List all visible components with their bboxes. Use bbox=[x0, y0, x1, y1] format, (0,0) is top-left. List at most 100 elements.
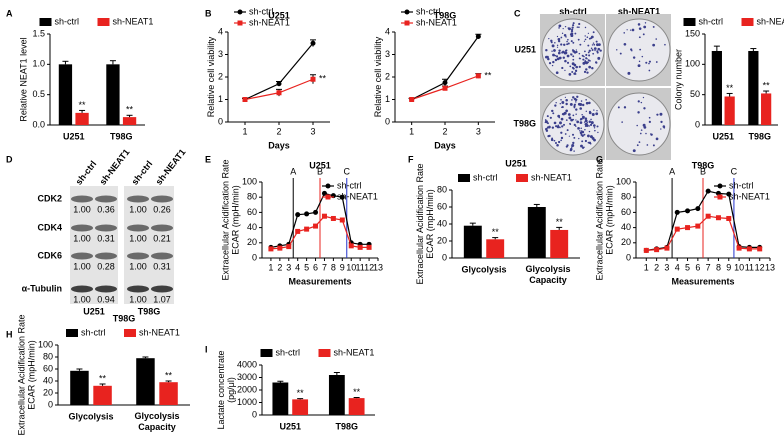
colony bbox=[581, 100, 583, 102]
colony bbox=[565, 99, 568, 102]
colony bbox=[560, 103, 561, 104]
colony bbox=[549, 62, 551, 64]
colony bbox=[585, 140, 587, 142]
lane-label: sh-NEAT1 bbox=[154, 147, 188, 187]
colony bbox=[558, 27, 560, 29]
legend-swatch bbox=[684, 18, 696, 26]
colony bbox=[653, 144, 655, 146]
colony bbox=[638, 23, 641, 26]
colony bbox=[567, 129, 569, 131]
marker bbox=[277, 246, 282, 251]
colony bbox=[573, 137, 575, 139]
band bbox=[151, 286, 173, 293]
significance: ** bbox=[126, 105, 134, 115]
colony bbox=[552, 65, 553, 66]
colony bbox=[593, 109, 594, 110]
injection-label: C bbox=[344, 166, 351, 176]
colony bbox=[597, 57, 600, 60]
band-value: 0.31 bbox=[97, 233, 115, 243]
legend-label: sh-ctrl bbox=[699, 16, 724, 26]
colony bbox=[587, 45, 589, 47]
colony bbox=[581, 140, 583, 142]
group-label: U251 bbox=[83, 306, 105, 316]
y-tick-label: 60 bbox=[437, 201, 447, 211]
injection-label: C bbox=[731, 166, 738, 176]
y-tick-label: 150 bbox=[685, 28, 700, 38]
colony bbox=[551, 137, 553, 139]
colony bbox=[596, 41, 598, 43]
band-value: 1.00 bbox=[129, 204, 147, 214]
bar bbox=[93, 386, 111, 405]
colony bbox=[584, 41, 585, 42]
colony bbox=[575, 108, 577, 110]
colony bbox=[563, 57, 565, 59]
colony bbox=[653, 26, 655, 28]
colony bbox=[585, 39, 587, 41]
colony bbox=[572, 24, 574, 26]
colony bbox=[579, 44, 581, 46]
band-value: 1.00 bbox=[73, 233, 91, 243]
colony bbox=[587, 61, 589, 63]
colony bbox=[588, 142, 590, 144]
colony bbox=[572, 96, 574, 98]
colony bbox=[565, 133, 567, 135]
band bbox=[95, 253, 117, 260]
colony bbox=[572, 62, 575, 65]
colony bbox=[550, 40, 552, 42]
colony bbox=[593, 44, 595, 46]
colony bbox=[560, 37, 562, 39]
colony bbox=[643, 26, 646, 29]
colony bbox=[621, 121, 623, 123]
y-tick-label: 4 bbox=[385, 26, 390, 36]
colony bbox=[639, 27, 642, 30]
row-label: α-Tubulin bbox=[22, 283, 62, 293]
colony bbox=[633, 56, 635, 58]
x-tick-label: 7 bbox=[706, 262, 711, 272]
colony bbox=[548, 126, 551, 129]
y-tick-label: 80 bbox=[437, 184, 447, 194]
colony bbox=[563, 44, 565, 46]
y-tick-label: 0.5 bbox=[32, 89, 45, 99]
colony bbox=[627, 29, 628, 30]
y-axis-label: Extracellular Acidification Rate bbox=[17, 314, 27, 435]
marker bbox=[313, 224, 318, 229]
colony bbox=[572, 114, 574, 116]
y-axis-label: ECAR (mpH/min) bbox=[425, 189, 435, 259]
colony bbox=[577, 127, 580, 130]
y-tick-label: 100 bbox=[616, 176, 631, 186]
colony bbox=[566, 144, 568, 146]
colony bbox=[574, 64, 576, 66]
x-axis-label: Measurements bbox=[288, 276, 351, 286]
band-value: 1.07 bbox=[153, 294, 171, 304]
colony bbox=[564, 34, 567, 37]
colony bbox=[569, 66, 571, 68]
x-tick-label: 3 bbox=[310, 126, 315, 136]
x-tick-label: 5 bbox=[685, 262, 690, 272]
band-value: 0.36 bbox=[97, 204, 115, 214]
colony bbox=[559, 121, 562, 124]
y-tick-label: 0 bbox=[218, 116, 223, 126]
legend-swatch bbox=[261, 349, 273, 357]
panel-letter: C bbox=[514, 8, 521, 18]
y-tick-label: 50 bbox=[690, 89, 700, 99]
x-tick-label: 6 bbox=[695, 262, 700, 272]
colony bbox=[582, 62, 585, 65]
colony bbox=[558, 52, 561, 55]
x-tick-label: 1 bbox=[242, 126, 247, 136]
marker bbox=[476, 73, 481, 78]
panel-letter: H bbox=[6, 329, 13, 339]
colony bbox=[558, 25, 561, 28]
colony bbox=[630, 29, 631, 30]
colony bbox=[580, 118, 582, 120]
marker bbox=[295, 212, 300, 217]
colony bbox=[572, 26, 574, 28]
colony bbox=[545, 122, 546, 123]
marker bbox=[685, 225, 690, 230]
y-tick-label: 3 bbox=[385, 49, 390, 59]
bar bbox=[464, 226, 482, 258]
colony bbox=[553, 49, 555, 51]
y-axis-label: Relative cell viability bbox=[373, 36, 383, 117]
bar bbox=[725, 96, 735, 125]
